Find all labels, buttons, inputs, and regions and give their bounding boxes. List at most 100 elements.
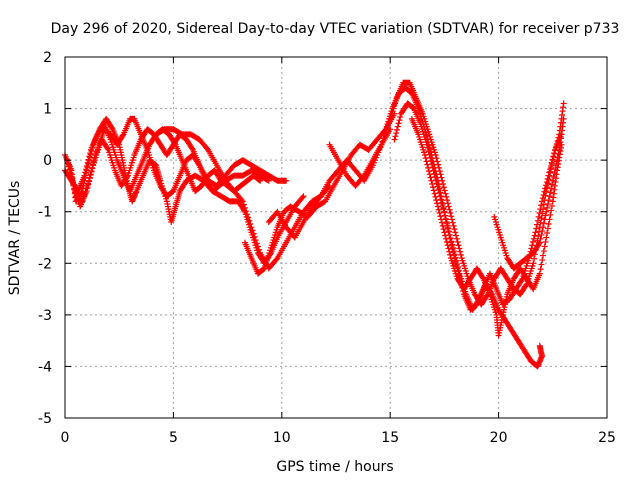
data-point bbox=[439, 202, 446, 209]
data-point bbox=[548, 159, 555, 166]
data-point bbox=[251, 233, 258, 240]
data-point bbox=[435, 186, 442, 193]
data-point bbox=[254, 243, 261, 250]
data-point bbox=[451, 251, 458, 258]
data-point bbox=[421, 151, 428, 158]
data-point bbox=[449, 219, 456, 226]
data-point bbox=[426, 151, 433, 158]
data-point bbox=[437, 213, 444, 220]
data-point bbox=[545, 220, 552, 227]
data-point bbox=[260, 266, 267, 273]
data-point bbox=[441, 229, 448, 236]
data-point bbox=[445, 225, 452, 232]
data-point bbox=[454, 264, 461, 271]
data-point bbox=[538, 215, 545, 222]
data-point bbox=[551, 170, 558, 177]
axes: 0 5 10 15 20 25 -5 -4 -3 -2 -1 0 1 2 bbox=[38, 50, 616, 446]
data-point bbox=[451, 226, 458, 233]
data-point bbox=[82, 169, 89, 176]
data-point bbox=[444, 222, 451, 229]
data-point bbox=[446, 228, 453, 235]
data-point bbox=[450, 244, 457, 251]
data-point bbox=[434, 203, 441, 210]
data-point bbox=[536, 210, 543, 217]
x-axis-title: GPS time / hours bbox=[276, 459, 393, 475]
data-point bbox=[444, 242, 451, 249]
data-point bbox=[395, 120, 402, 127]
data-point bbox=[425, 168, 432, 175]
data-point bbox=[426, 171, 433, 178]
data-point bbox=[541, 216, 548, 223]
data-point bbox=[547, 211, 554, 218]
data-point bbox=[85, 177, 92, 184]
data-point bbox=[540, 252, 547, 259]
data-point bbox=[443, 239, 450, 246]
data-point bbox=[429, 180, 436, 187]
data-point bbox=[392, 133, 399, 140]
data-point bbox=[450, 248, 457, 255]
data-point bbox=[424, 161, 431, 168]
data-point bbox=[86, 153, 93, 160]
data-point bbox=[299, 194, 306, 201]
data-point bbox=[545, 172, 552, 179]
data-point bbox=[542, 185, 549, 192]
data-point bbox=[446, 206, 453, 213]
data-point bbox=[537, 206, 544, 213]
data-point bbox=[440, 226, 447, 233]
x-tick-label: 25 bbox=[598, 430, 616, 446]
data-point bbox=[546, 169, 553, 176]
data-point bbox=[545, 197, 552, 204]
data-point bbox=[454, 239, 461, 246]
data-point bbox=[397, 113, 404, 120]
data-point bbox=[442, 190, 449, 197]
data-point bbox=[452, 254, 459, 261]
y-tick-label: -4 bbox=[38, 359, 52, 375]
data-point bbox=[245, 214, 252, 221]
data-point bbox=[456, 245, 463, 252]
data-point bbox=[430, 184, 437, 191]
data-point bbox=[425, 164, 432, 171]
data-point bbox=[541, 188, 548, 195]
x-tick-label: 5 bbox=[169, 430, 178, 446]
plot-frame bbox=[64, 56, 608, 419]
data-point bbox=[432, 177, 439, 184]
data-point bbox=[444, 197, 451, 204]
data-point bbox=[264, 177, 271, 184]
data-point bbox=[239, 198, 246, 205]
data-point bbox=[543, 182, 550, 189]
data-point bbox=[244, 211, 251, 218]
data-point bbox=[560, 100, 567, 107]
data-point bbox=[530, 260, 537, 267]
data-point bbox=[537, 266, 544, 273]
data-point bbox=[454, 260, 461, 267]
data-point bbox=[430, 167, 437, 174]
data-point bbox=[448, 213, 455, 220]
data-point bbox=[555, 150, 562, 157]
data-point bbox=[530, 239, 537, 246]
data-point bbox=[548, 202, 555, 209]
data-point bbox=[544, 204, 551, 211]
data-point bbox=[89, 161, 96, 168]
data-point bbox=[265, 177, 272, 184]
data-point bbox=[88, 168, 95, 175]
data-point bbox=[442, 215, 449, 222]
y-tick-label: -1 bbox=[38, 205, 52, 221]
data-point bbox=[542, 239, 549, 246]
data-point bbox=[253, 240, 260, 247]
data-point bbox=[425, 148, 432, 155]
data-point bbox=[428, 157, 435, 164]
data-point bbox=[536, 239, 543, 246]
data-point bbox=[435, 206, 442, 213]
data-point bbox=[238, 197, 245, 204]
data-point bbox=[423, 158, 430, 165]
data-point bbox=[252, 237, 259, 244]
data-point bbox=[475, 297, 482, 304]
data-point bbox=[548, 181, 555, 188]
data-point bbox=[531, 232, 538, 239]
data-point bbox=[380, 135, 387, 142]
data-point bbox=[171, 140, 178, 147]
data-point bbox=[539, 257, 546, 264]
data-point bbox=[518, 277, 525, 284]
data-point bbox=[446, 231, 453, 238]
data-point bbox=[87, 171, 94, 178]
